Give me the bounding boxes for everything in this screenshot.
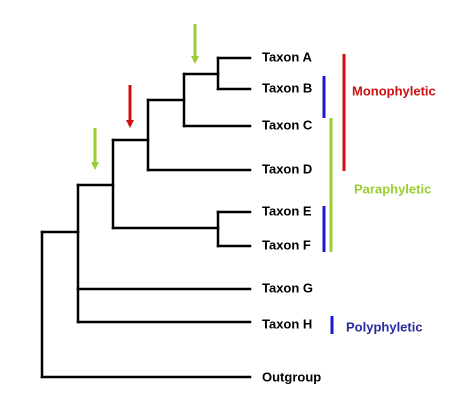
taxon-label: Taxon G [262, 280, 313, 295]
arrows [91, 24, 199, 170]
group-label: Polyphyletic [346, 319, 423, 334]
taxon-label: Taxon A [262, 49, 312, 64]
tree-branches [40, 56, 252, 379]
taxon-label: Taxon C [262, 117, 313, 132]
group-label: Monophyletic [352, 83, 436, 98]
group-label: Paraphyletic [354, 181, 431, 196]
taxon-labels: Taxon A Taxon B Taxon C Taxon D Taxon E … [262, 49, 321, 384]
group-bars [322, 54, 346, 334]
taxon-label: Taxon E [262, 203, 312, 218]
taxon-label: Outgroup [262, 369, 321, 384]
taxon-label: Taxon H [262, 316, 312, 331]
taxon-label: Taxon B [262, 80, 312, 95]
taxon-label: Taxon D [262, 161, 312, 176]
taxon-label: Taxon F [262, 237, 311, 252]
